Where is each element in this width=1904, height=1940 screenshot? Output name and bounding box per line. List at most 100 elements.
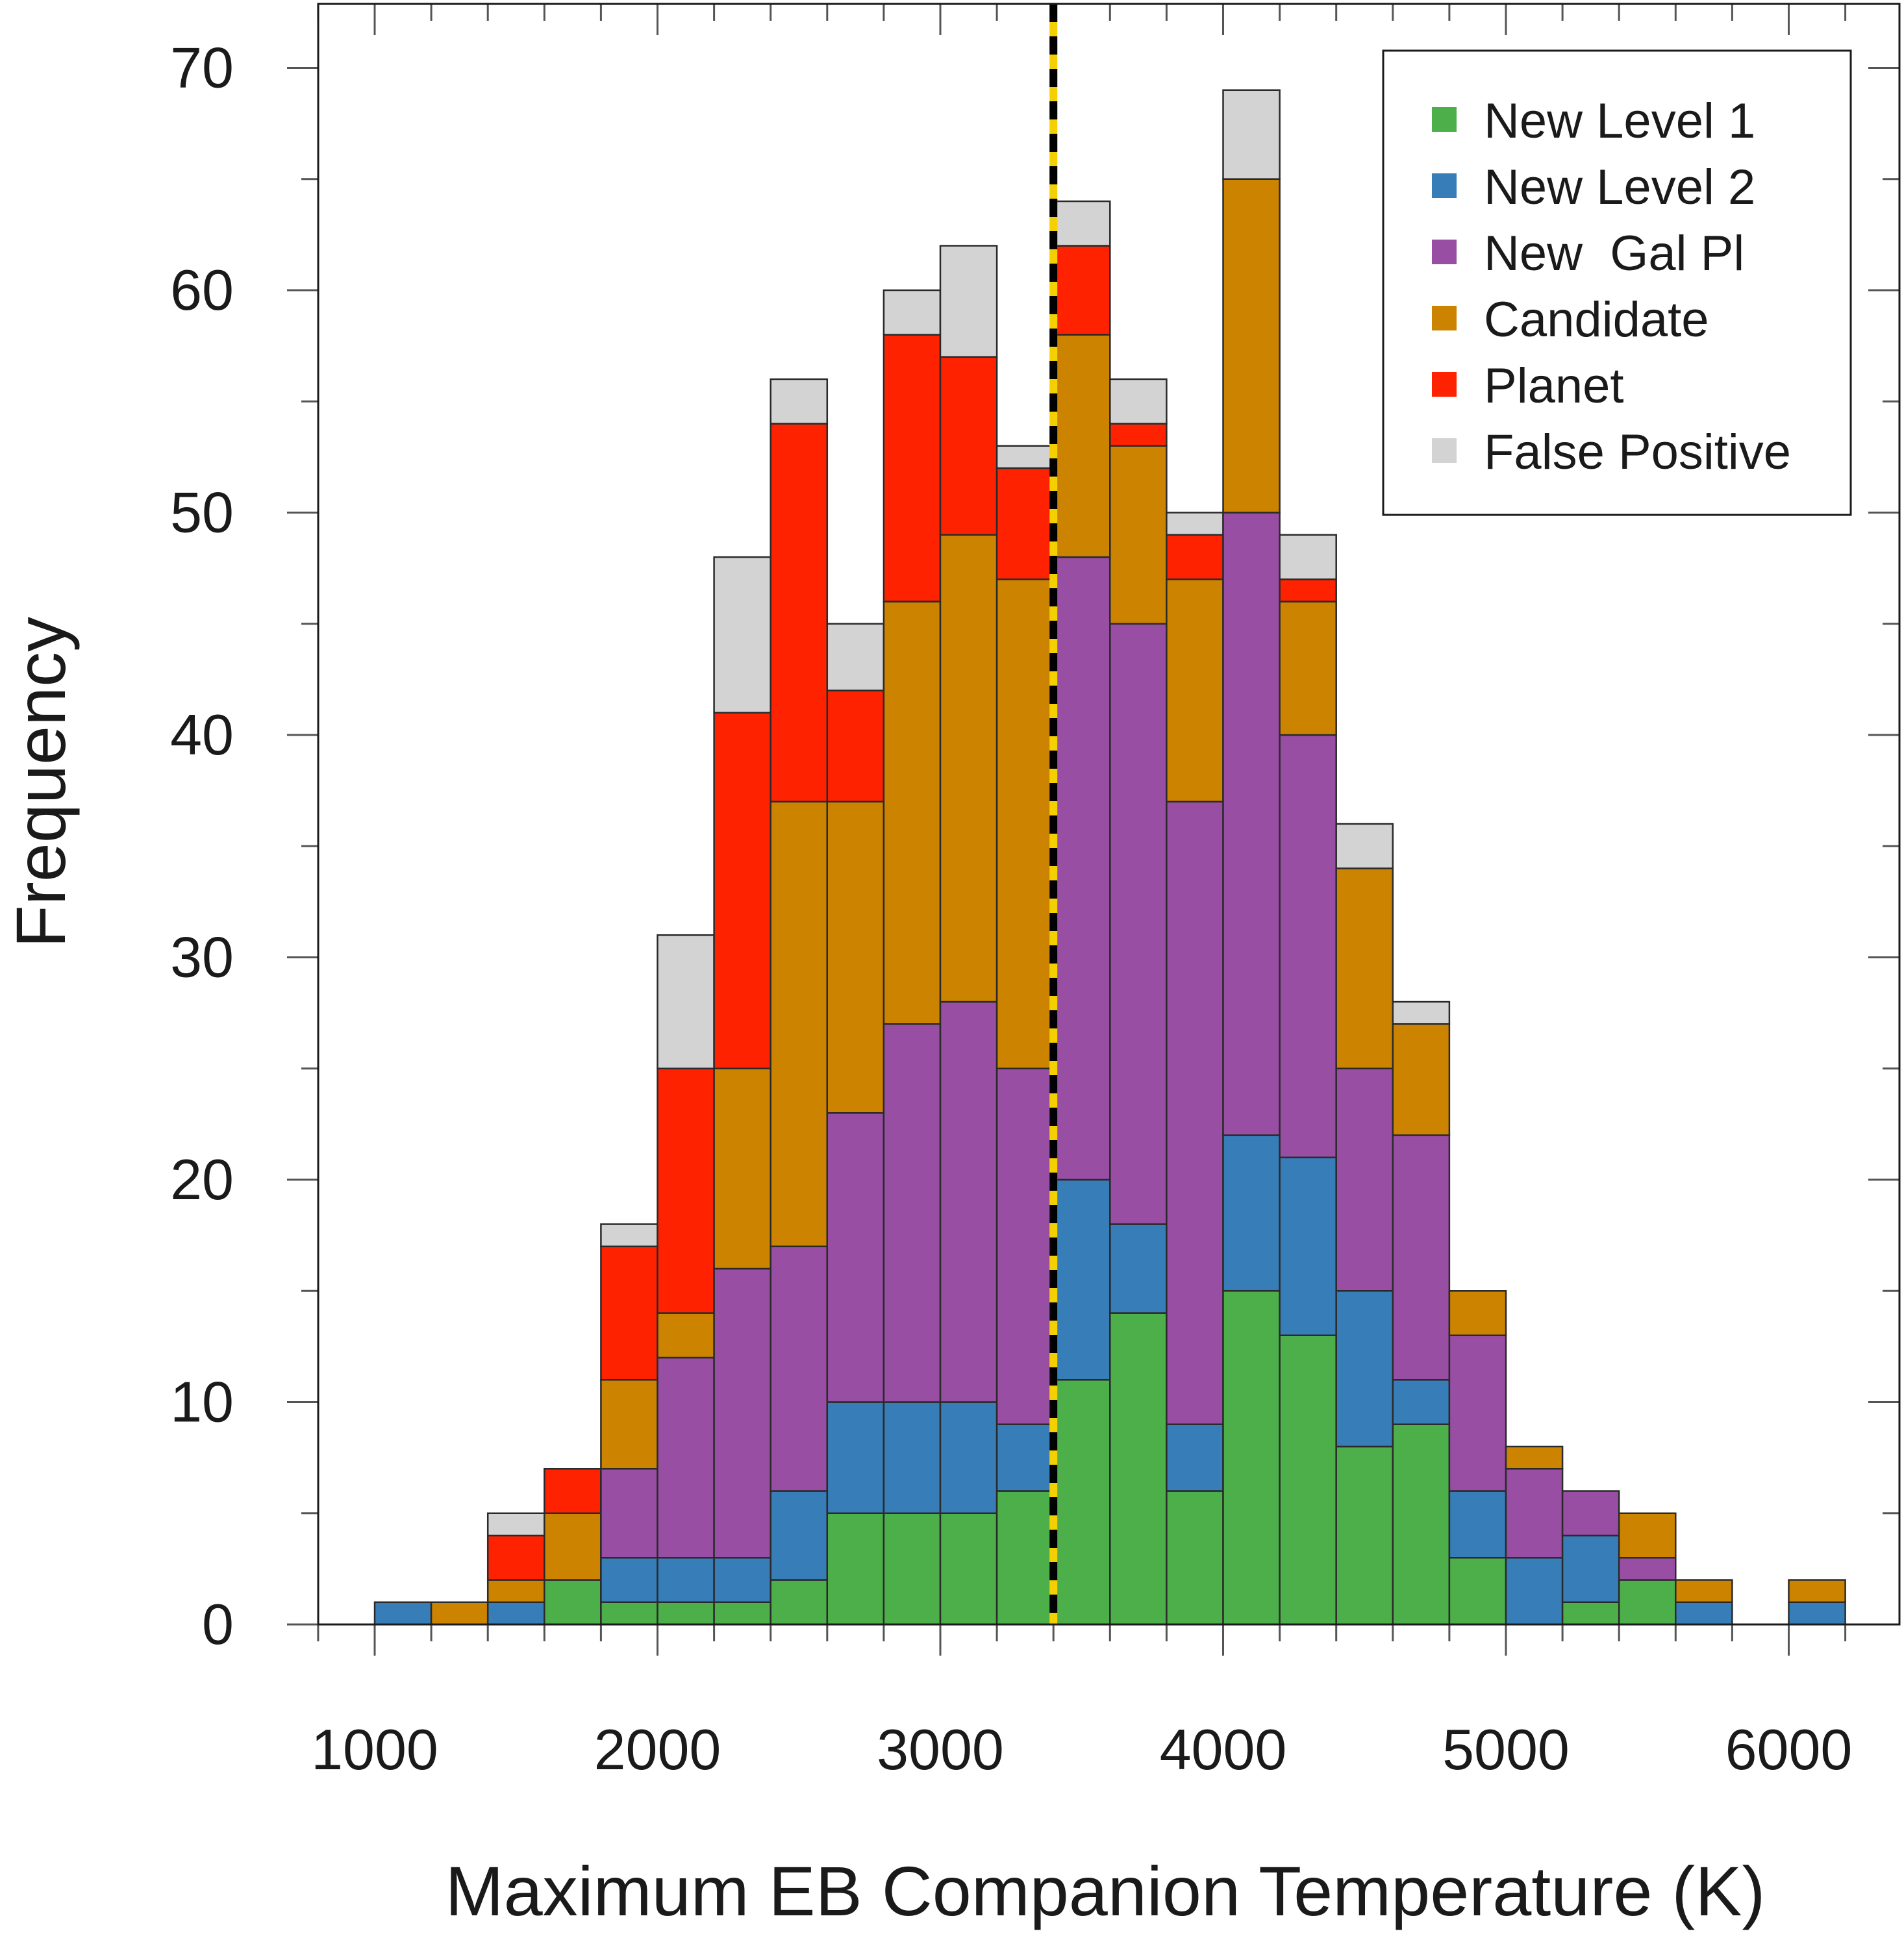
bar-segment-planet: [600, 1245, 658, 1381]
bar-segment-new-level-1: [713, 1601, 771, 1626]
bar-segment-new-level-2: [1788, 1601, 1846, 1626]
y-tick-label: 40: [170, 703, 234, 767]
y-tick-label: 10: [170, 1370, 234, 1434]
bar-segment-false-positive: [600, 1223, 658, 1247]
y-tick-label: 0: [202, 1592, 234, 1656]
bar-segment-false-positive: [1392, 1001, 1451, 1025]
bar-segment-new-level-1: [826, 1512, 885, 1626]
bar-segment-candidate: [1166, 578, 1224, 802]
bar-segment-new-level-1: [1222, 1290, 1281, 1626]
bar-segment-false-positive: [1335, 823, 1394, 869]
bar-segment-false-positive: [1222, 89, 1281, 180]
bar-segment-new-gal-pl: [883, 1023, 942, 1403]
x-tick-label: 5000: [1442, 1717, 1570, 1782]
bar-segment-false-positive: [1279, 534, 1337, 580]
bar-segment-new-level-2: [1335, 1290, 1394, 1448]
bar-segment-new-gal-pl: [657, 1356, 715, 1559]
bar-segment-planet: [1109, 423, 1168, 447]
bar-segment-false-positive: [486, 1512, 545, 1537]
bar-segment-new-level-2: [1052, 1178, 1111, 1381]
bar-segment-candidate: [1618, 1512, 1677, 1559]
bar-segment-false-positive: [883, 289, 942, 336]
bar-segment-new-gal-pl: [826, 1112, 885, 1403]
bar-segment-new-level-2: [883, 1401, 942, 1514]
bar-segment-candidate: [430, 1601, 489, 1626]
bar-segment-new-level-1: [1052, 1379, 1111, 1626]
bar-segment-new-gal-pl: [1618, 1557, 1677, 1581]
bar-segment-candidate: [657, 1312, 715, 1359]
legend-swatch: [1432, 240, 1457, 264]
bar-segment-new-level-2: [996, 1423, 1055, 1492]
plot-frame: [317, 3, 1901, 1626]
bar-segment-false-positive: [1166, 512, 1224, 536]
bar-segment-new-gal-pl: [1505, 1468, 1564, 1559]
bar-segment-new-level-2: [1166, 1423, 1224, 1492]
bar-segment-planet: [657, 1067, 715, 1314]
bar-segment-new-gal-pl: [770, 1245, 829, 1492]
bar-segment-new-gal-pl: [939, 1001, 998, 1403]
legend-label: Planet: [1484, 358, 1624, 414]
legend-swatch: [1432, 438, 1457, 463]
bar-segment-new-gal-pl: [1166, 801, 1224, 1425]
y-tick-labels: 0 10 20 30 40 50 60 70: [170, 36, 234, 1657]
bar-segment-new-level-1: [770, 1579, 829, 1626]
bar-segment-new-gal-pl: [713, 1267, 771, 1559]
legend: New Level 1 New Level 2 New Gal Pl Candidat…: [1382, 49, 1852, 516]
bar-segment-false-positive: [939, 245, 998, 358]
legend-box: [1382, 49, 1852, 516]
bar-segment-candidate: [1052, 334, 1111, 558]
bar-segment-false-positive: [996, 445, 1055, 469]
y-tick-label: 50: [170, 480, 234, 545]
bar-segment-new-level-2: [713, 1557, 771, 1603]
bar-segment-new-level-2: [1109, 1223, 1168, 1314]
bar-segment-new-level-2: [939, 1401, 998, 1514]
bar-segment-new-level-1: [657, 1601, 715, 1626]
bar-segment-new-gal-pl: [1448, 1334, 1507, 1492]
legend-swatch: [1432, 107, 1457, 132]
bar-segment-candidate: [600, 1379, 658, 1470]
bar-segment-planet: [770, 423, 829, 802]
bar-segment-candidate: [486, 1579, 545, 1603]
x-axis-title: Maximum EB Companion Temperature (K): [445, 1852, 1766, 1930]
bar-segment-new-level-1: [939, 1512, 998, 1626]
bar-segment-false-positive: [770, 378, 829, 425]
bar-segment-candidate: [1222, 178, 1281, 514]
bar-segment-new-level-2: [1675, 1601, 1733, 1626]
bar-segment-new-gal-pl: [996, 1067, 1055, 1425]
legend-label: New Level 2: [1484, 160, 1755, 215]
bar-segment-new-level-1: [544, 1579, 602, 1626]
bar-segment-new-gal-pl: [1392, 1134, 1451, 1381]
bar-segment-new-level-2: [826, 1401, 885, 1514]
bar-segment-new-gal-pl: [1561, 1490, 1620, 1537]
bar-segment-candidate: [996, 578, 1055, 1069]
x-tick-label: 2000: [594, 1717, 721, 1782]
legend-swatch: [1432, 306, 1457, 330]
bar-segment-planet: [544, 1468, 602, 1514]
bar-segment-new-level-1: [883, 1512, 942, 1626]
bar-segment-new-level-1: [1166, 1490, 1224, 1626]
legend-swatch: [1432, 173, 1457, 198]
legend-label: New Level 1: [1484, 93, 1755, 149]
bar-segment-new-level-1: [1392, 1423, 1451, 1626]
bar-segment-planet: [996, 467, 1055, 580]
bar-segment-planet: [1166, 534, 1224, 580]
bar-segment-planet: [826, 690, 885, 802]
bar-segment-new-level-2: [1279, 1156, 1337, 1336]
bar-segment-planet: [939, 356, 998, 536]
bar-segment-new-gal-pl: [1109, 623, 1168, 1225]
bar-segment-new-level-1: [1448, 1557, 1507, 1626]
y-tick-label: 60: [170, 258, 234, 322]
y-tick-label: 30: [170, 925, 234, 989]
y-tick-label: 20: [170, 1147, 234, 1212]
bar-segment-planet: [883, 334, 942, 603]
bar-segment-new-level-2: [1448, 1490, 1507, 1559]
bar-segment-candidate: [1335, 867, 1394, 1069]
bar-segment-new-level-2: [373, 1601, 432, 1626]
bar-segment-new-level-1: [1335, 1445, 1394, 1626]
bar-segment-candidate: [1392, 1023, 1451, 1136]
legend-label: False Positive: [1484, 425, 1791, 480]
bar-segment-candidate: [1505, 1445, 1564, 1470]
bar-segment-planet: [713, 712, 771, 1069]
bar-segment-candidate: [713, 1067, 771, 1270]
bar-segment-new-level-2: [1222, 1134, 1281, 1292]
